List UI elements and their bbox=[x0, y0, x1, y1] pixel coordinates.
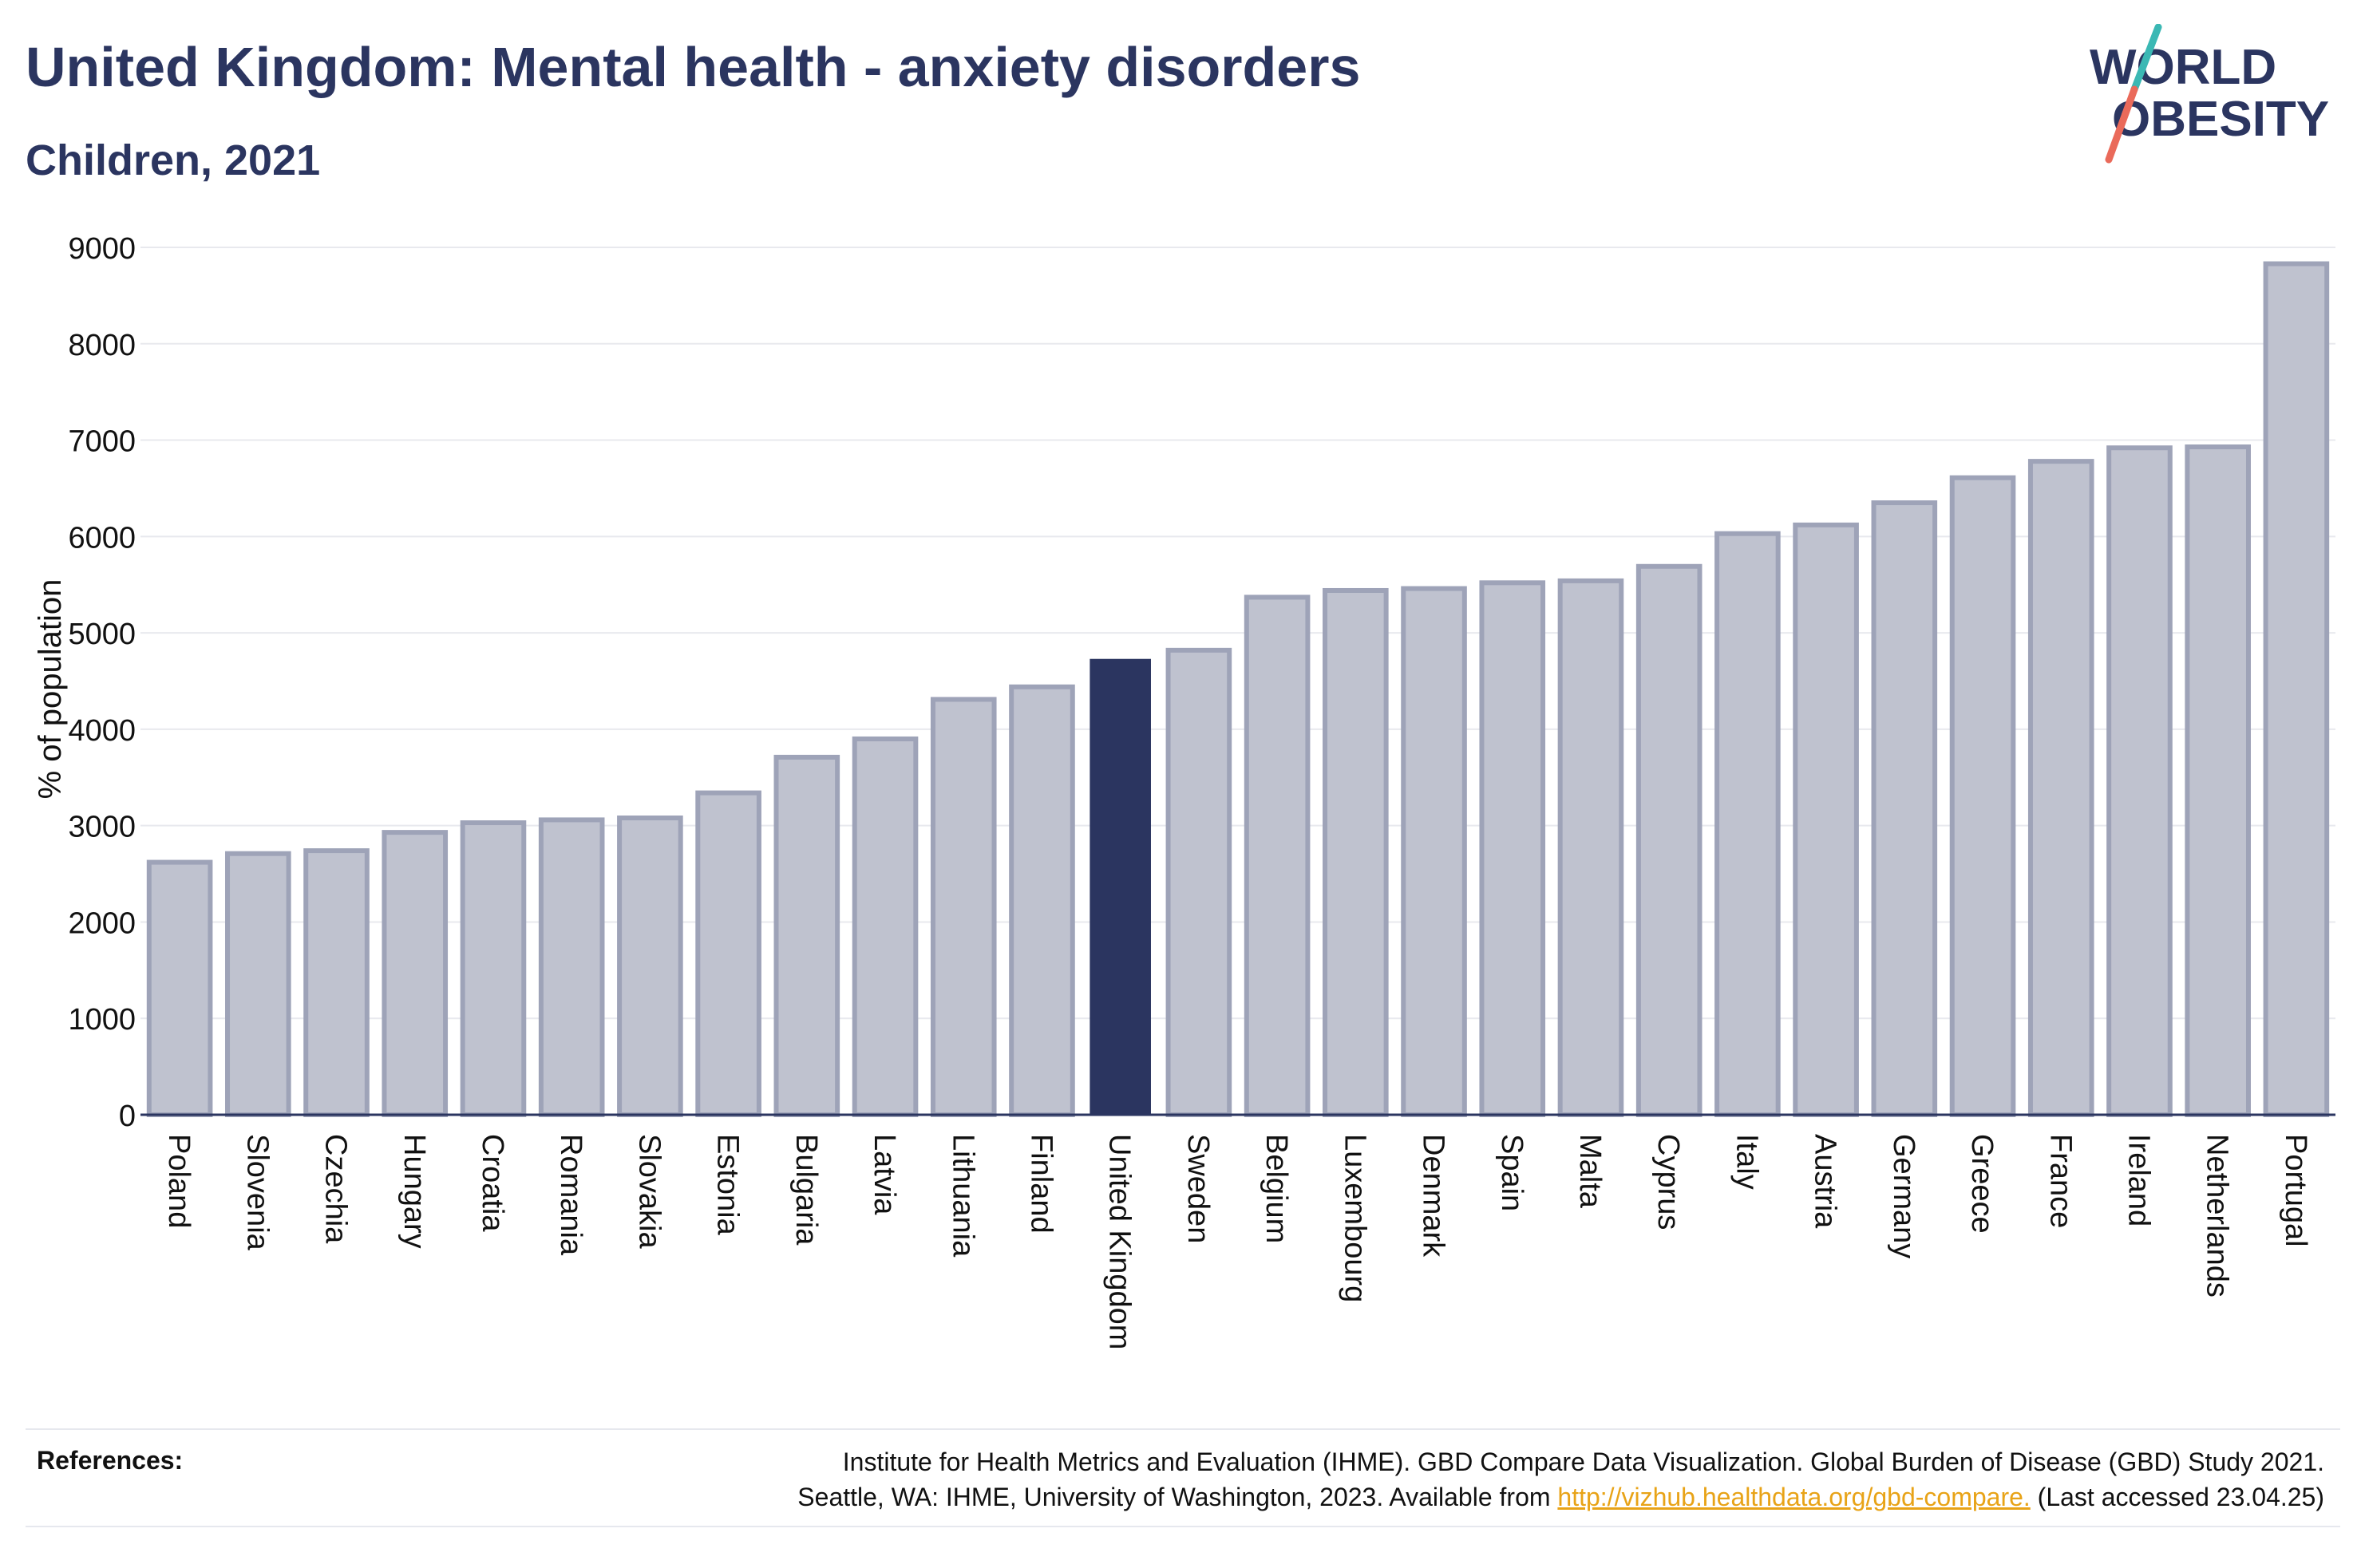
bar-poland[interactable] bbox=[146, 859, 213, 1118]
x-tick-label: Austria bbox=[1809, 1134, 1842, 1229]
x-tick-label: Cyprus bbox=[1651, 1134, 1685, 1230]
x-tick-label: Slovakia bbox=[632, 1134, 666, 1249]
x-axis-ticks: Poland Slovenia Czechia Hungary Croatia Roman… bbox=[162, 1134, 2312, 1349]
logo-line2: OBESITY bbox=[2112, 92, 2329, 147]
bar-malta[interactable] bbox=[1557, 578, 1624, 1117]
bar-chart: 0 1000 2000 3000 4000 5000 6000 7000 8000 9000 Po… bbox=[33, 232, 2335, 1349]
bar-hungary[interactable] bbox=[382, 830, 449, 1117]
bar-romania[interactable] bbox=[538, 817, 605, 1118]
x-tick-label: Croatia bbox=[476, 1134, 509, 1232]
logo-line1: WORLD bbox=[2090, 40, 2276, 95]
y-tick-label: 6000 bbox=[68, 521, 136, 555]
x-tick-label: Netherlands bbox=[2201, 1134, 2234, 1297]
x-tick-label: Malta bbox=[1573, 1134, 1607, 1209]
world-obesity-logo[interactable]: WORLD OBESITY bbox=[2075, 24, 2347, 176]
bar-latvia[interactable] bbox=[852, 736, 919, 1117]
x-tick-label: Belgium bbox=[1260, 1134, 1293, 1243]
y-tick-label: 0 bbox=[119, 1100, 136, 1133]
x-tick-label: Portugal bbox=[2279, 1134, 2312, 1247]
bar-slovenia[interactable] bbox=[225, 851, 291, 1118]
x-tick-label: Estonia bbox=[711, 1134, 745, 1236]
bar-italy[interactable] bbox=[1714, 531, 1781, 1117]
bar-united-kingdom[interactable] bbox=[1090, 658, 1151, 1115]
x-tick-label: Hungary bbox=[397, 1134, 431, 1249]
bar-luxembourg[interactable] bbox=[1323, 587, 1389, 1117]
y-axis-ticks: 0 1000 2000 3000 4000 5000 6000 7000 8000 9000 bbox=[68, 232, 136, 1133]
y-tick-label: 1000 bbox=[68, 1003, 136, 1037]
logo-slash-teal bbox=[2130, 24, 2162, 93]
y-tick-label: 4000 bbox=[68, 714, 136, 748]
x-tick-label: Italy bbox=[1730, 1134, 1763, 1190]
x-tick-label: France bbox=[2043, 1134, 2077, 1228]
bar-spain[interactable] bbox=[1479, 580, 1546, 1117]
references-line2-suffix: (Last accessed 23.04.25) bbox=[2030, 1483, 2324, 1511]
bar-sweden[interactable] bbox=[1165, 647, 1232, 1117]
x-tick-label: Czechia bbox=[319, 1134, 353, 1244]
bar-portugal[interactable] bbox=[2263, 261, 2330, 1117]
bar-bulgaria[interactable] bbox=[773, 754, 840, 1117]
bar-cyprus[interactable] bbox=[1635, 563, 1703, 1117]
y-tick-label: 2000 bbox=[68, 906, 136, 940]
y-tick-label: 5000 bbox=[68, 618, 136, 651]
bar-finland[interactable] bbox=[1009, 684, 1075, 1117]
references-text: Institute for Health Metrics and Evaluat… bbox=[528, 1444, 2324, 1515]
bar-denmark[interactable] bbox=[1401, 586, 1467, 1117]
references-divider-bottom bbox=[26, 1526, 2340, 1527]
chart-title: United Kingdom: Mental health - anxiety … bbox=[26, 36, 1361, 98]
references-line1: Institute for Health Metrics and Evaluat… bbox=[842, 1448, 2324, 1476]
x-tick-label: Romania bbox=[554, 1134, 587, 1256]
y-tick-label: 7000 bbox=[68, 425, 136, 459]
x-tick-label: Spain bbox=[1495, 1134, 1529, 1211]
x-tick-label: Germany bbox=[1887, 1134, 1920, 1258]
references-label: References: bbox=[37, 1446, 184, 1475]
x-tick-label: Ireland bbox=[2122, 1134, 2155, 1226]
y-axis-title: % of population bbox=[33, 579, 68, 800]
bar-france[interactable] bbox=[2027, 459, 2094, 1117]
bar-czechia[interactable] bbox=[303, 848, 370, 1117]
chart-subtitle: Children, 2021 bbox=[26, 136, 321, 184]
x-tick-label: Greece bbox=[1965, 1134, 1999, 1234]
x-tick-label: Latvia bbox=[868, 1134, 901, 1215]
bar-croatia[interactable] bbox=[460, 820, 527, 1117]
x-tick-label: United Kingdom bbox=[1103, 1134, 1137, 1349]
bar-ireland[interactable] bbox=[2106, 445, 2173, 1117]
x-tick-label: Slovenia bbox=[240, 1134, 274, 1251]
y-tick-label: 8000 bbox=[68, 329, 136, 362]
bar-greece[interactable] bbox=[1949, 475, 2016, 1117]
y-tick-label: 9000 bbox=[68, 232, 136, 266]
bar-netherlands[interactable] bbox=[2185, 444, 2251, 1117]
bar-slovakia[interactable] bbox=[617, 816, 683, 1117]
logo-slash-coral bbox=[2105, 85, 2138, 164]
x-tick-label: Bulgaria bbox=[789, 1134, 823, 1246]
bar-estonia[interactable] bbox=[695, 790, 761, 1117]
bar-austria[interactable] bbox=[1793, 522, 1859, 1117]
x-tick-label: Luxembourg bbox=[1338, 1134, 1371, 1302]
x-tick-label: Lithuania bbox=[946, 1134, 979, 1258]
y-tick-label: 3000 bbox=[68, 811, 136, 844]
references-divider-top bbox=[26, 1428, 2340, 1430]
x-tick-label: Poland bbox=[162, 1134, 196, 1228]
bar-belgium[interactable] bbox=[1244, 594, 1311, 1117]
bar-germany[interactable] bbox=[1871, 500, 1938, 1117]
x-tick-label: Denmark bbox=[1417, 1134, 1450, 1258]
bar-lithuania[interactable] bbox=[930, 697, 997, 1117]
x-tick-label: Sweden bbox=[1181, 1134, 1215, 1243]
bars bbox=[146, 261, 2330, 1118]
references-line2-prefix: Seattle, WA: IHME, University of Washing… bbox=[797, 1483, 1558, 1511]
x-tick-label: Finland bbox=[1024, 1134, 1058, 1234]
references-link[interactable]: http://vizhub.healthdata.org/gbd-compare… bbox=[1557, 1483, 2031, 1511]
